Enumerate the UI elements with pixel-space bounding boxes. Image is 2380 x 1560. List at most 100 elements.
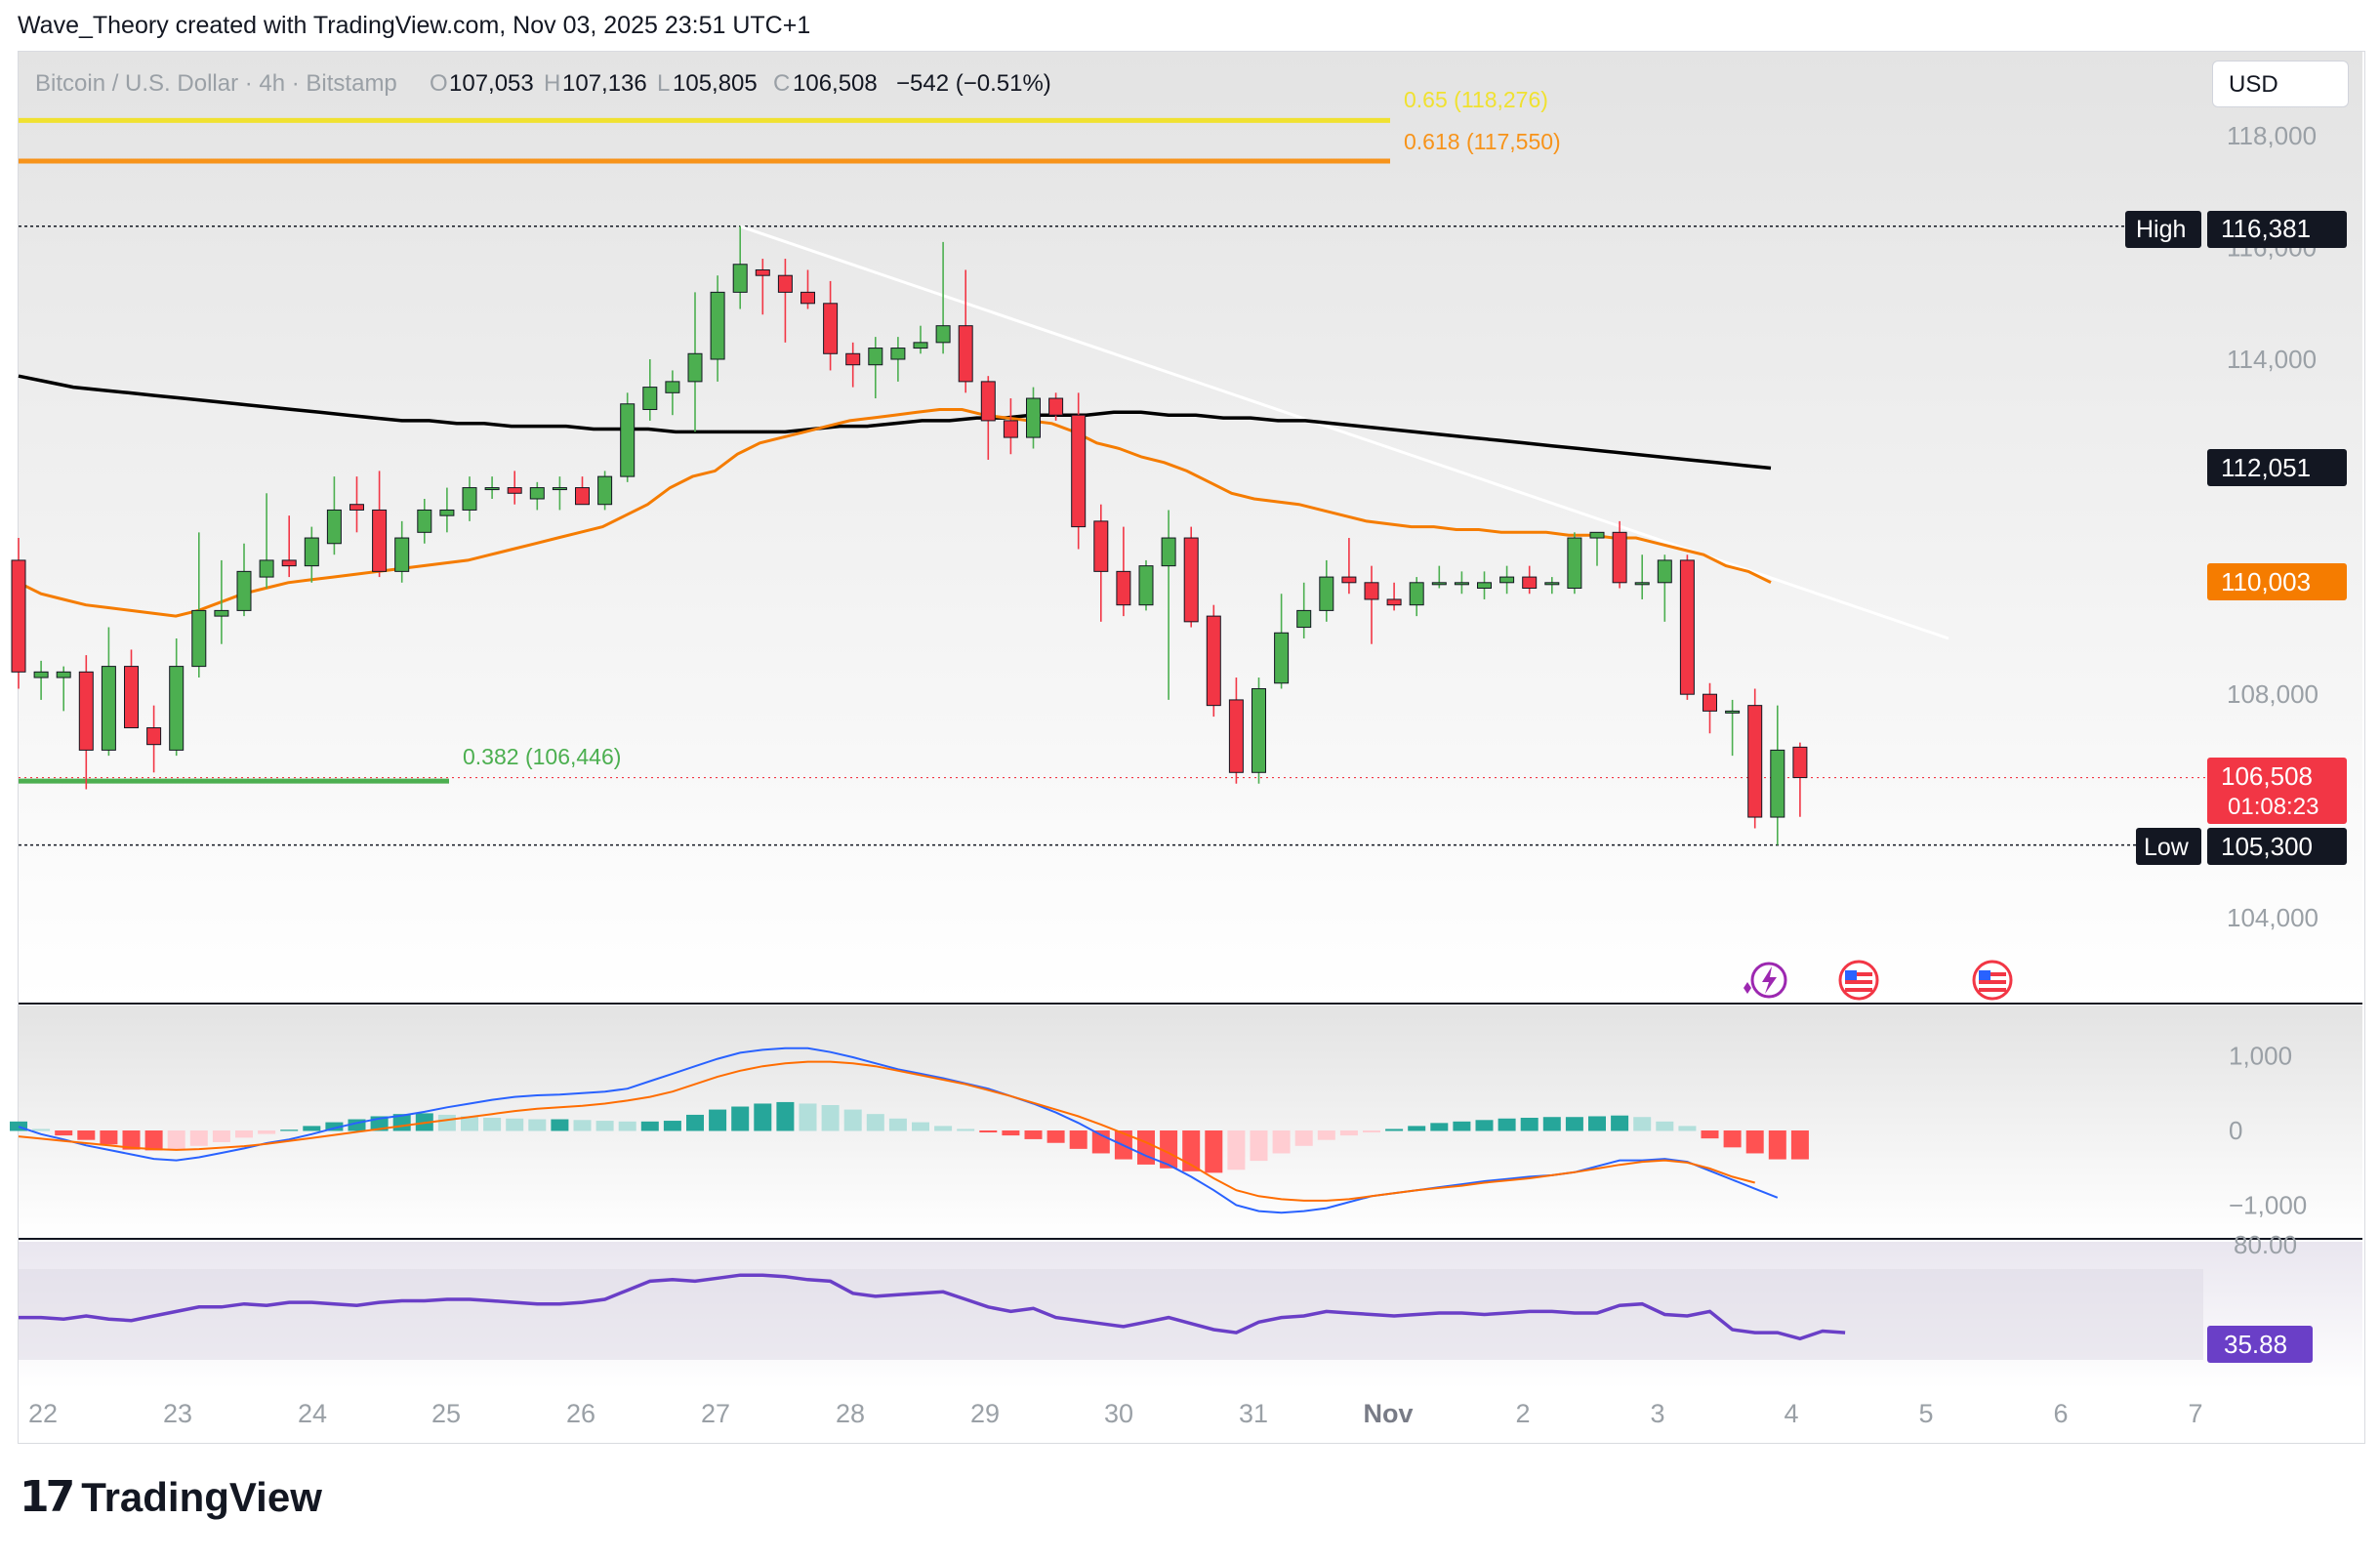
candle-body [1116, 570, 1131, 606]
time-tick-label: 27 [701, 1399, 730, 1428]
candle [1386, 582, 1402, 611]
candle-body [687, 352, 703, 383]
candle-body [529, 487, 545, 500]
candle-body [484, 487, 500, 491]
candle [1364, 565, 1379, 644]
us-flag-event-icon[interactable] [1838, 960, 1879, 1001]
candle-body [1747, 705, 1763, 818]
macd-histogram-bar [866, 1114, 884, 1131]
chart-frame [18, 51, 2365, 1444]
candle-body [642, 387, 658, 410]
svg-text:110,003: 110,003 [2221, 567, 2311, 596]
candle [890, 337, 906, 382]
time-tick-label: 25 [431, 1399, 461, 1428]
candle [259, 493, 274, 589]
low-marker-label: Low [2144, 834, 2190, 861]
candle [1612, 520, 1627, 589]
macd-histogram-bar [303, 1126, 321, 1131]
macd-histogram-bar [1588, 1116, 1606, 1131]
rsi-axis[interactable]: 80.00 [2234, 1230, 2297, 1259]
macd-histogram-bar [1565, 1117, 1583, 1131]
time-tick-label: 24 [298, 1399, 327, 1428]
macd-histogram-bar [1160, 1130, 1178, 1169]
candle [1657, 554, 1672, 622]
candle [1477, 571, 1492, 599]
macd-histogram-bar [1520, 1117, 1539, 1131]
candle-body [1138, 565, 1154, 606]
macd-histogram-bar [1137, 1130, 1155, 1165]
candle-body [1228, 699, 1244, 773]
candle-body [1093, 520, 1109, 572]
candle [484, 476, 500, 499]
macd-histogram-bar [573, 1120, 592, 1131]
candle-body [462, 487, 477, 511]
candle [1003, 398, 1018, 455]
candle-body [146, 727, 162, 746]
macd-histogram-bar [709, 1109, 727, 1131]
candle [11, 538, 26, 689]
candle-body [1477, 582, 1492, 590]
time-tick-label: 22 [28, 1399, 58, 1428]
candle-body [575, 487, 590, 506]
candle [78, 655, 94, 790]
candle-body [236, 570, 252, 611]
candle [529, 481, 545, 511]
candle-body [732, 264, 748, 293]
macd-histogram-bar [212, 1130, 230, 1142]
macd-histogram-bar [1317, 1130, 1335, 1140]
macd-histogram-bar [618, 1121, 636, 1131]
candle-body [1252, 687, 1266, 773]
candle [1206, 604, 1221, 718]
macd-axis[interactable]: 1,000 0 −1,000 [2229, 1042, 2307, 1220]
macd-histogram-bar [595, 1121, 614, 1131]
macd-histogram-bar [122, 1130, 141, 1150]
candle-body [868, 348, 883, 366]
candle-body [980, 381, 996, 422]
macd-histogram-bar [10, 1121, 27, 1131]
candle-body [1792, 746, 1808, 779]
candle-body [417, 509, 432, 533]
candle [1274, 594, 1290, 689]
time-tick-label: 7 [2188, 1399, 2202, 1428]
candle-body [1657, 559, 1672, 584]
time-tick-label: 29 [970, 1399, 1000, 1428]
candle-body [507, 487, 522, 494]
macd-histogram-bar [1745, 1130, 1764, 1154]
time-axis[interactable]: 22 23 24 25 26 27 28 29 30 31 Nov 2 3 4 5 6 7 [28, 1399, 2203, 1428]
candle-body [1703, 693, 1717, 712]
candle-body [1544, 582, 1560, 586]
candle-body [710, 291, 725, 360]
currency-selector[interactable]: USD [2212, 61, 2349, 107]
macd-histogram-bar [1205, 1130, 1223, 1173]
candle-body [1071, 414, 1087, 528]
candle-body [1522, 576, 1538, 590]
tradingview-logo-icon: 17 [20, 1472, 75, 1522]
macd-histogram-bar [640, 1121, 659, 1131]
us-flag-event-icon[interactable] [1972, 960, 2013, 1001]
fib-065-label: 0.65 (118,276) [1404, 87, 1548, 112]
macd-histogram-bar [55, 1130, 73, 1136]
candle-body [1386, 598, 1402, 606]
macd-histogram-bar [483, 1117, 502, 1131]
candle-body [169, 666, 185, 751]
macd-histogram-bar [1002, 1130, 1020, 1136]
macd-histogram-bar [686, 1114, 704, 1131]
candle [1703, 682, 1717, 734]
ema-orange-value-tag: 110,003 [2207, 563, 2347, 600]
candle-body [304, 537, 319, 567]
candle-body [191, 609, 207, 668]
candle-body [101, 666, 116, 751]
candle [214, 559, 229, 644]
lightning-event-icon[interactable] [1744, 962, 1787, 999]
macd-histogram-bar [1701, 1130, 1719, 1139]
time-tick-label: 30 [1104, 1399, 1133, 1428]
candle [372, 471, 388, 578]
candle-body [552, 487, 567, 491]
candle-body [33, 671, 49, 678]
macd-histogram-bar [934, 1126, 953, 1131]
candle-body [1612, 531, 1627, 584]
macd-histogram-bar [189, 1130, 208, 1146]
candle [777, 259, 793, 343]
candle-body [349, 504, 364, 511]
